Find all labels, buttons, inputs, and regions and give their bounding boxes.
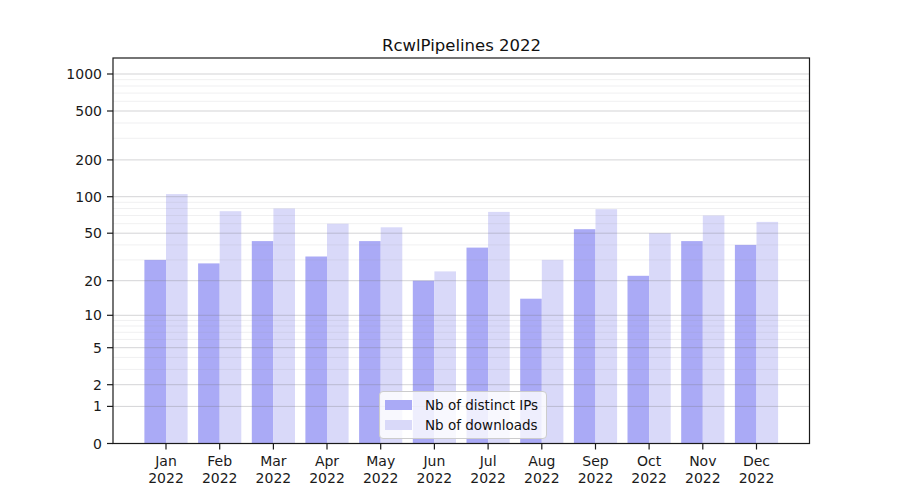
x-tick-label-feb: Feb2022: [202, 453, 238, 486]
y-tick-label: 10: [84, 307, 102, 323]
y-tick-label: 1: [93, 398, 102, 414]
legend-item-downloads: Nb of downloads: [385, 417, 540, 433]
legend-label-distinct-ips: Nb of distinct IPs: [425, 397, 538, 413]
x-tick-label-jul: Jul2022: [470, 453, 506, 486]
x-tick-label-oct: Oct2022: [631, 453, 667, 486]
x-axis-ticks: Jan2022 Feb2022 Mar2022 Apr2022 May2022 Jun20…: [148, 444, 774, 487]
bar-nb-of-downloads-oct: [649, 233, 671, 443]
bar-nb-of-distinct-ips-sep: [574, 229, 596, 443]
bar-nb-of-downloads-nov: [703, 216, 725, 444]
y-tick-label: 0: [93, 436, 102, 452]
x-tick-label-jan: Jan2022: [148, 453, 184, 486]
x-tick-label-sep: Sep2022: [578, 453, 614, 486]
bar-nb-of-distinct-ips-may: [359, 241, 381, 443]
x-tick-label-may: May2022: [363, 453, 399, 486]
y-tick-label: 2: [93, 377, 102, 393]
legend-swatch-downloads: [385, 420, 412, 430]
y-tick-label: 5: [93, 340, 102, 356]
bar-nb-of-distinct-ips-oct: [628, 276, 650, 444]
bar-nb-of-downloads-apr: [327, 224, 349, 444]
y-axis-ticks: 0 1 2 5 10 20 50 100 200 500 1000: [66, 66, 113, 452]
x-tick-label-aug: Aug2022: [524, 453, 560, 486]
x-tick-label-mar: Mar2022: [256, 453, 292, 486]
y-tick-label: 20: [84, 273, 102, 289]
y-tick-label: 500: [75, 103, 102, 119]
bar-nb-of-distinct-ips-nov: [681, 241, 703, 443]
x-tick-label-apr: Apr2022: [309, 453, 345, 486]
figure: 0 1 2 5 10 20 50 100 200 500 1000 Jan2022 Feb2022 Mar…: [0, 0, 900, 500]
y-tick-label: 50: [84, 225, 102, 241]
bar-nb-of-distinct-ips-dec: [735, 245, 757, 444]
legend: Nb of distinct IPs Nb of downloads: [379, 391, 547, 439]
y-tick-label: 1000: [66, 66, 102, 82]
bar-nb-of-downloads-feb: [220, 211, 242, 443]
bar-nb-of-distinct-ips-apr: [305, 257, 327, 444]
chart-title: RcwlPipelines 2022: [113, 36, 810, 55]
x-tick-label-nov: Nov2022: [685, 453, 721, 486]
x-tick-label-dec: Dec2022: [739, 453, 775, 486]
legend-item-distinct-ips: Nb of distinct IPs: [385, 397, 540, 413]
bar-nb-of-distinct-ips-feb: [198, 263, 220, 443]
bar-nb-of-distinct-ips-mar: [252, 241, 274, 443]
bar-nb-of-distinct-ips-jan: [144, 260, 166, 444]
legend-swatch-distinct-ips: [385, 400, 412, 410]
legend-label-downloads: Nb of downloads: [425, 417, 538, 433]
x-tick-label-jun: Jun2022: [417, 453, 453, 486]
y-tick-label: 100: [75, 189, 102, 205]
y-tick-label: 200: [75, 152, 102, 168]
